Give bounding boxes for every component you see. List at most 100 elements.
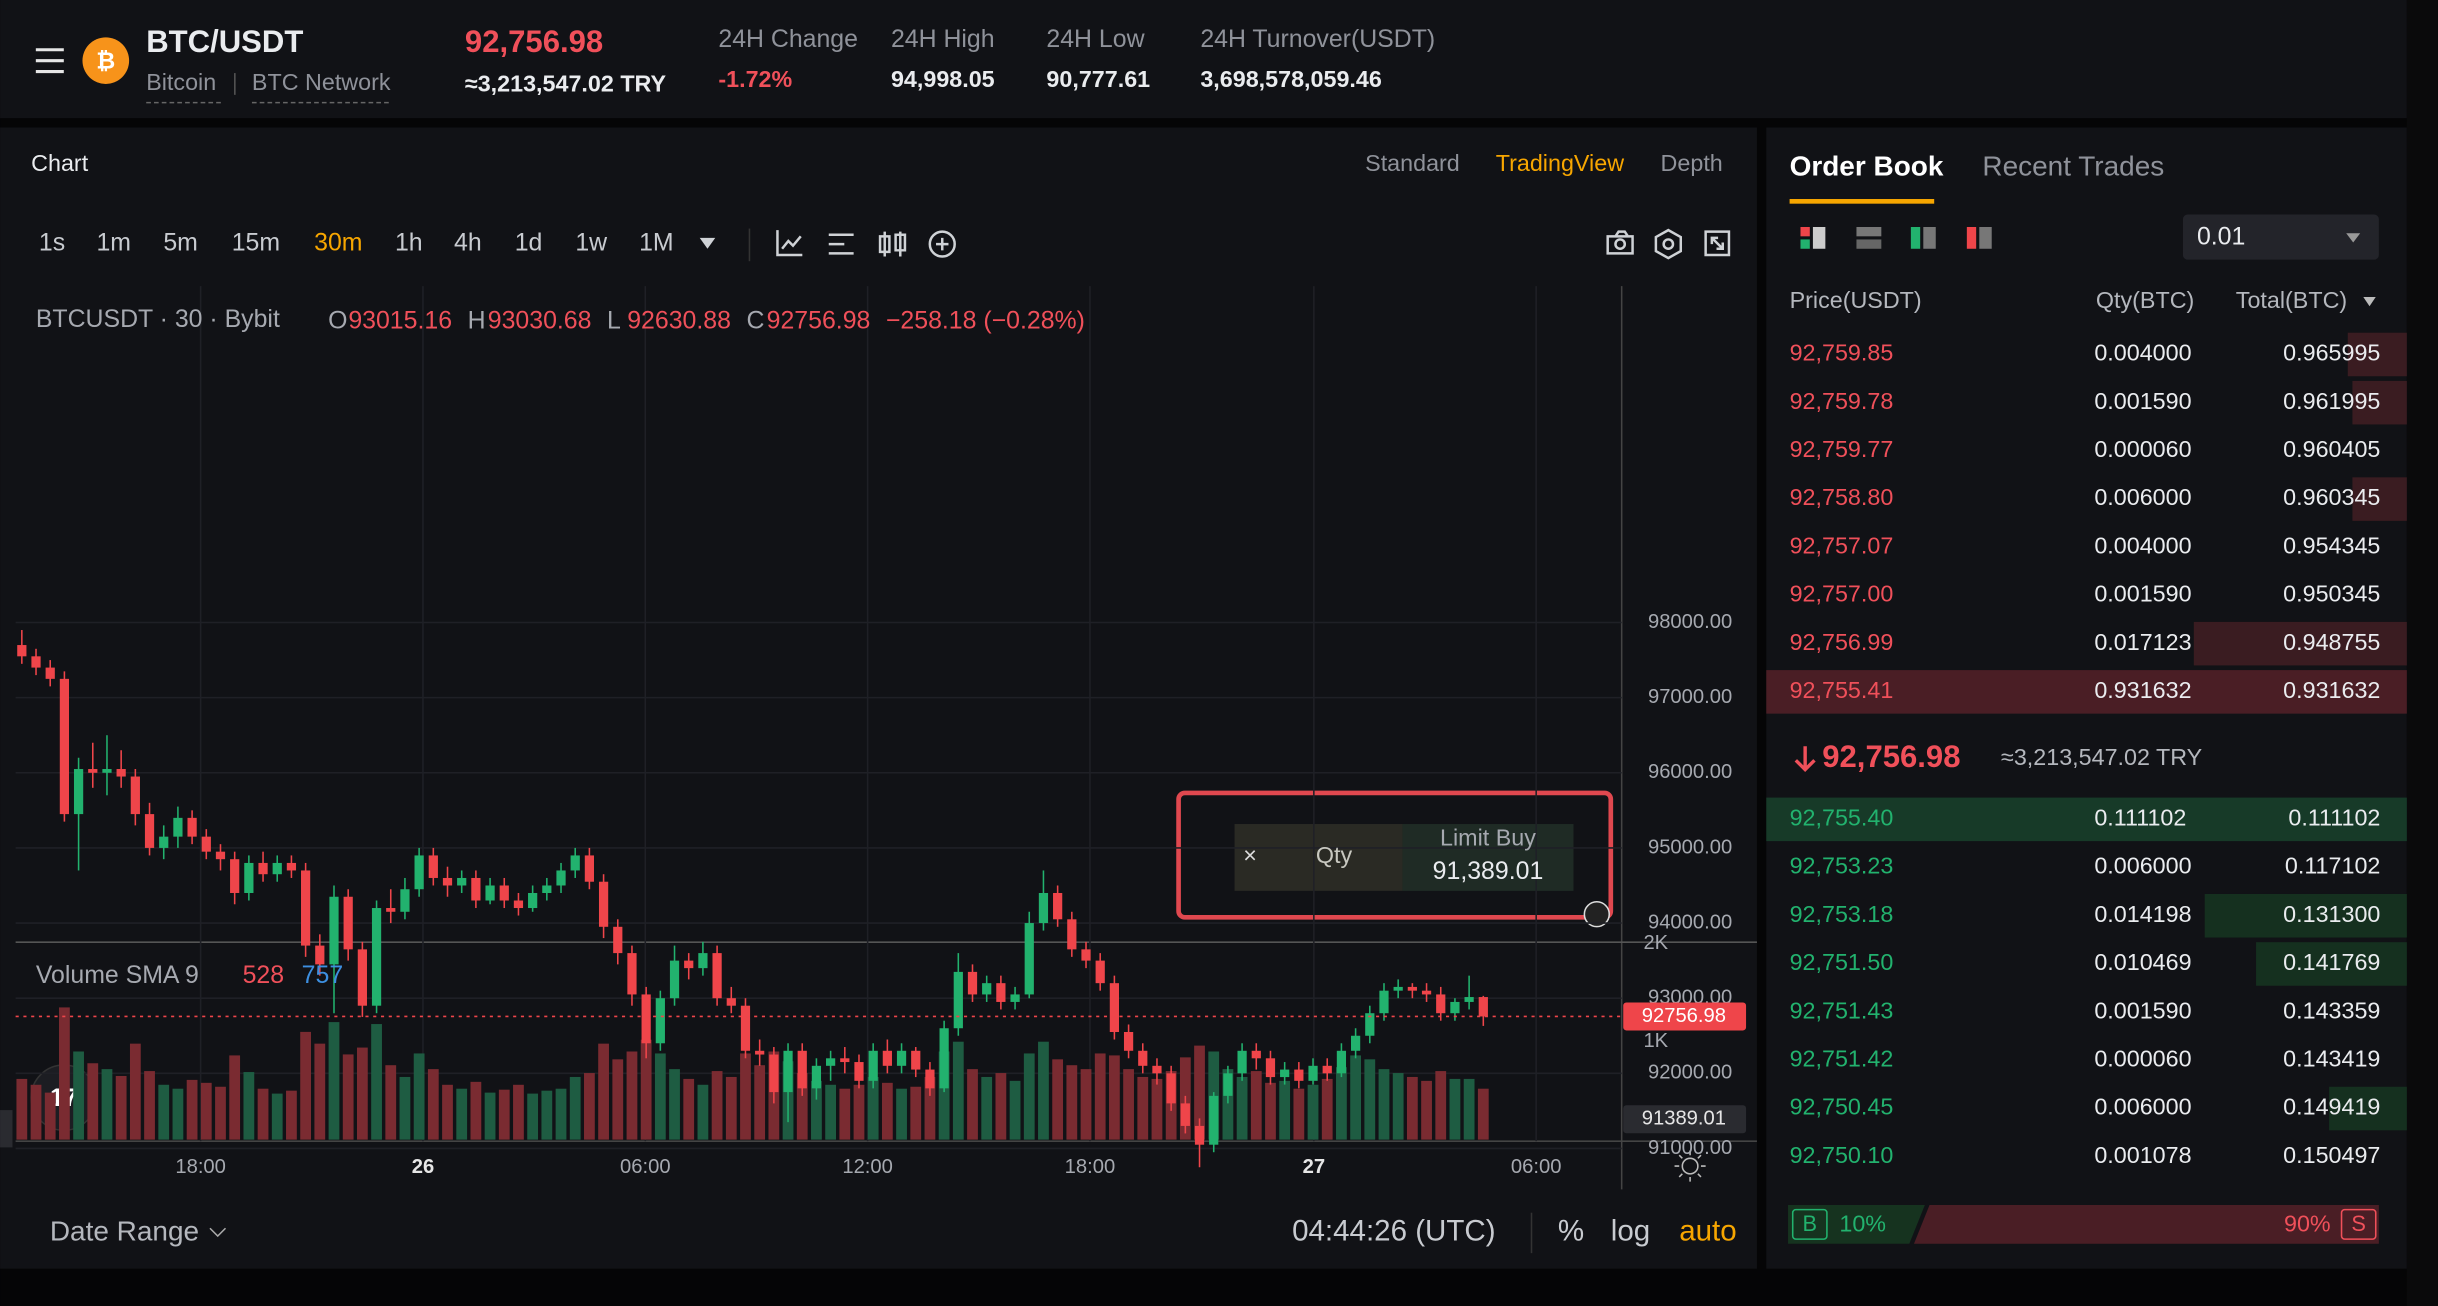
book-price[interactable]: 92,759.85 — [1790, 340, 1894, 366]
volume-value: 528 — [243, 961, 284, 989]
date-range-caret[interactable] — [209, 1227, 227, 1238]
volume-bar — [314, 1043, 326, 1140]
precision-select[interactable] — [2182, 214, 2379, 260]
ohlc-change: −258.18 (−0.28%) — [886, 306, 1085, 334]
book-tab[interactable]: Order Book — [1790, 150, 1944, 181]
volume-bar — [1350, 1055, 1361, 1140]
widget-qty[interactable]: Qty — [1316, 842, 1353, 868]
interval[interactable]: 1d — [515, 229, 543, 257]
view-tab[interactable]: Standard — [1365, 150, 1460, 176]
candle-body — [1138, 1050, 1148, 1066]
interval[interactable]: 5m — [163, 229, 198, 257]
scale-option[interactable]: % — [1558, 1215, 1584, 1248]
candle-body — [1194, 1125, 1205, 1145]
view-tab[interactable]: Depth — [1661, 150, 1723, 176]
book-price[interactable]: 92,751.50 — [1790, 949, 1894, 975]
y-tick-label: 92000.00 — [1648, 1062, 1732, 1084]
widget-side[interactable]: Limit Buy — [1440, 825, 1536, 851]
book-price[interactable]: 92,759.77 — [1790, 436, 1894, 462]
candle-body — [755, 1050, 765, 1055]
book-qty: 0.004000 — [2094, 532, 2191, 558]
interval[interactable]: 1w — [575, 229, 608, 257]
interval[interactable]: 4h — [454, 229, 482, 257]
widget-close[interactable]: × — [1243, 842, 1257, 868]
candle-body — [911, 1050, 921, 1070]
menu-icon[interactable] — [35, 48, 64, 74]
crosshair-tag — [1623, 1105, 1747, 1134]
volume-bar — [1080, 1069, 1092, 1140]
volume-bar — [158, 1084, 170, 1140]
candle-body — [102, 769, 112, 773]
book-price[interactable]: 92,751.42 — [1790, 1046, 1894, 1072]
book-price[interactable]: 92,756.99 — [1790, 629, 1894, 655]
volume-bar — [186, 1079, 198, 1140]
book-total: 0.150497 — [2283, 1142, 2380, 1168]
volume-bar — [1151, 1078, 1163, 1140]
candle-body — [45, 667, 55, 679]
scrollbar[interactable] — [2406, 0, 2438, 1306]
book-price[interactable]: 92,750.10 — [1790, 1142, 1894, 1168]
candle-body — [272, 862, 282, 875]
interval[interactable]: 1h — [395, 229, 423, 257]
limit-buy-box[interactable] — [1402, 824, 1574, 891]
book-price[interactable]: 92,753.23 — [1790, 853, 1894, 879]
coin-icon — [82, 37, 130, 84]
theme-icon[interactable] — [1674, 1150, 1706, 1182]
depth-bar — [2352, 477, 2407, 521]
book-price[interactable]: 92,757.07 — [1790, 532, 1894, 558]
volume-bar — [44, 1092, 56, 1140]
candle-body — [499, 885, 509, 901]
scale-option[interactable]: auto — [1679, 1215, 1736, 1248]
depth-bar — [2347, 332, 2407, 377]
candle-body — [1294, 1069, 1304, 1081]
ohlc-key: O — [328, 306, 347, 334]
interval[interactable]: 1m — [96, 229, 131, 257]
candle-body — [882, 1050, 892, 1066]
book-price[interactable]: 92,753.18 — [1790, 901, 1894, 927]
candle-body — [598, 881, 609, 927]
side-handle[interactable] — [0, 1110, 13, 1148]
book-price[interactable]: 92,750.45 — [1790, 1094, 1894, 1120]
volume-bar — [73, 1051, 84, 1140]
qty-box[interactable] — [1234, 824, 1403, 891]
view-tab[interactable]: TradingView — [1496, 150, 1624, 176]
book-price[interactable]: 92,751.43 — [1790, 997, 1894, 1023]
chart-tools[interactable] — [776, 228, 1731, 260]
volume-bar — [924, 1076, 936, 1140]
date-range[interactable]: Date Range — [50, 1215, 199, 1246]
volume-bar — [569, 1076, 581, 1140]
candle-body — [556, 870, 566, 886]
y-tick-label: 96000.00 — [1648, 761, 1732, 783]
book-price[interactable]: 92,757.00 — [1790, 581, 1894, 607]
widget-handle[interactable] — [1583, 900, 1611, 928]
book-layout-icons[interactable] — [1800, 226, 1992, 249]
book-qty: 0.006000 — [2094, 853, 2191, 879]
mid-price: 92,756.98 — [1822, 739, 1960, 774]
book-price[interactable]: 92,758.80 — [1790, 484, 1894, 510]
book-price[interactable]: 92,759.78 — [1790, 388, 1894, 414]
interval-dropdown[interactable] — [699, 237, 716, 249]
interval[interactable]: 15m — [232, 229, 280, 257]
candle-body — [1393, 986, 1403, 991]
candle-body — [698, 953, 708, 969]
book-price[interactable]: 92,755.40 — [1790, 805, 1894, 831]
scale-option[interactable]: log — [1611, 1215, 1650, 1248]
interval[interactable]: 1s — [39, 229, 65, 257]
candle-body — [570, 855, 580, 871]
stat-value: 90,777.61 — [1046, 66, 1150, 92]
candle-body — [982, 983, 992, 995]
volume-bar — [456, 1088, 468, 1140]
interval[interactable]: 1M — [639, 229, 674, 257]
candle-body — [1336, 1050, 1347, 1074]
book-total: 0.117102 — [2285, 853, 2381, 879]
depth-bar — [2193, 621, 2407, 666]
book-tab[interactable]: Recent Trades — [1982, 150, 2164, 181]
book-price[interactable]: 92,755.41 — [1790, 677, 1894, 703]
candle-body — [442, 877, 453, 886]
volume-bar — [484, 1092, 496, 1140]
ohlc-value: 93030.68 — [488, 306, 592, 334]
interval[interactable]: 30m — [314, 229, 362, 257]
book-total: 0.961995 — [2283, 388, 2380, 414]
